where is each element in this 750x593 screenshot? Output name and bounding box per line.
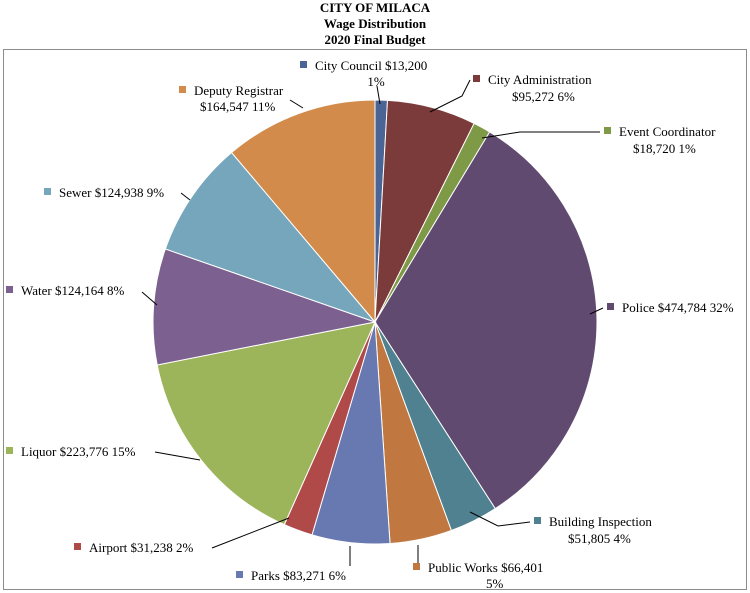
pie-slice-deputy-registrar [230, 99, 376, 324]
label-key-square [44, 188, 51, 195]
leader-line [180, 192, 191, 201]
pie-slice-liquor [156, 321, 376, 526]
data-label: Sewer $124,938 9% [59, 185, 164, 200]
data-label: City Council $13,200 [315, 58, 427, 73]
data-label-percent: 1% [367, 74, 385, 89]
pie-slice-sewer [164, 151, 377, 324]
label-key-square [236, 571, 243, 578]
title-line-3: 2020 Final Budget [324, 32, 426, 47]
label-key-square [6, 447, 13, 454]
data-label: Water $124,164 8% [21, 283, 124, 298]
label-key-square [473, 75, 480, 82]
label-key-square [607, 303, 614, 310]
data-label-value: $51,805 4% [568, 531, 631, 546]
data-label: Public Works $66,401 [428, 560, 543, 575]
label-key-square [604, 127, 611, 134]
label-key-square [179, 86, 186, 93]
leader-line [289, 99, 304, 109]
title-line-1: CITY OF MILACA [319, 0, 431, 15]
leader-line [469, 511, 531, 527]
pie-slice-water [152, 248, 377, 366]
label-key-square [6, 286, 13, 293]
data-label-name: Deputy Registrar [194, 83, 284, 98]
leader-line [141, 291, 158, 306]
data-label-name: Event Coordinator [619, 124, 716, 139]
leader-line [376, 85, 381, 105]
data-label-name: City Administration [488, 72, 592, 87]
data-label: Parks $83,271 6% [251, 568, 346, 583]
leader-line [481, 131, 600, 139]
label-key-square [74, 543, 81, 550]
pie-slice-police [374, 131, 598, 510]
leader-line [154, 451, 201, 461]
data-label-value: $164,547 11% [200, 99, 276, 114]
pie-slices [152, 99, 598, 545]
label-key-square [534, 517, 541, 524]
leader-line [589, 307, 604, 315]
data-label-percent: 5% [486, 576, 504, 591]
leader-lines [141, 79, 604, 566]
chart-title: CITY OF MILACA Wage Distribution 2020 Fi… [0, 0, 750, 48]
data-label-value: $18,720 1% [633, 141, 696, 156]
leader-line [429, 79, 471, 113]
data-label: Police $474,784 32% [622, 300, 734, 315]
label-key-square [300, 61, 307, 68]
data-label-value: $95,272 6% [512, 89, 575, 104]
data-label: Airport $31,238 2% [89, 540, 194, 555]
data-label-name: Building Inspection [549, 514, 652, 529]
label-key-square [413, 563, 420, 570]
title-line-2: Wage Distribution [323, 16, 427, 31]
data-label: Liquor $223,776 15% [21, 444, 136, 459]
leader-line [211, 517, 290, 549]
